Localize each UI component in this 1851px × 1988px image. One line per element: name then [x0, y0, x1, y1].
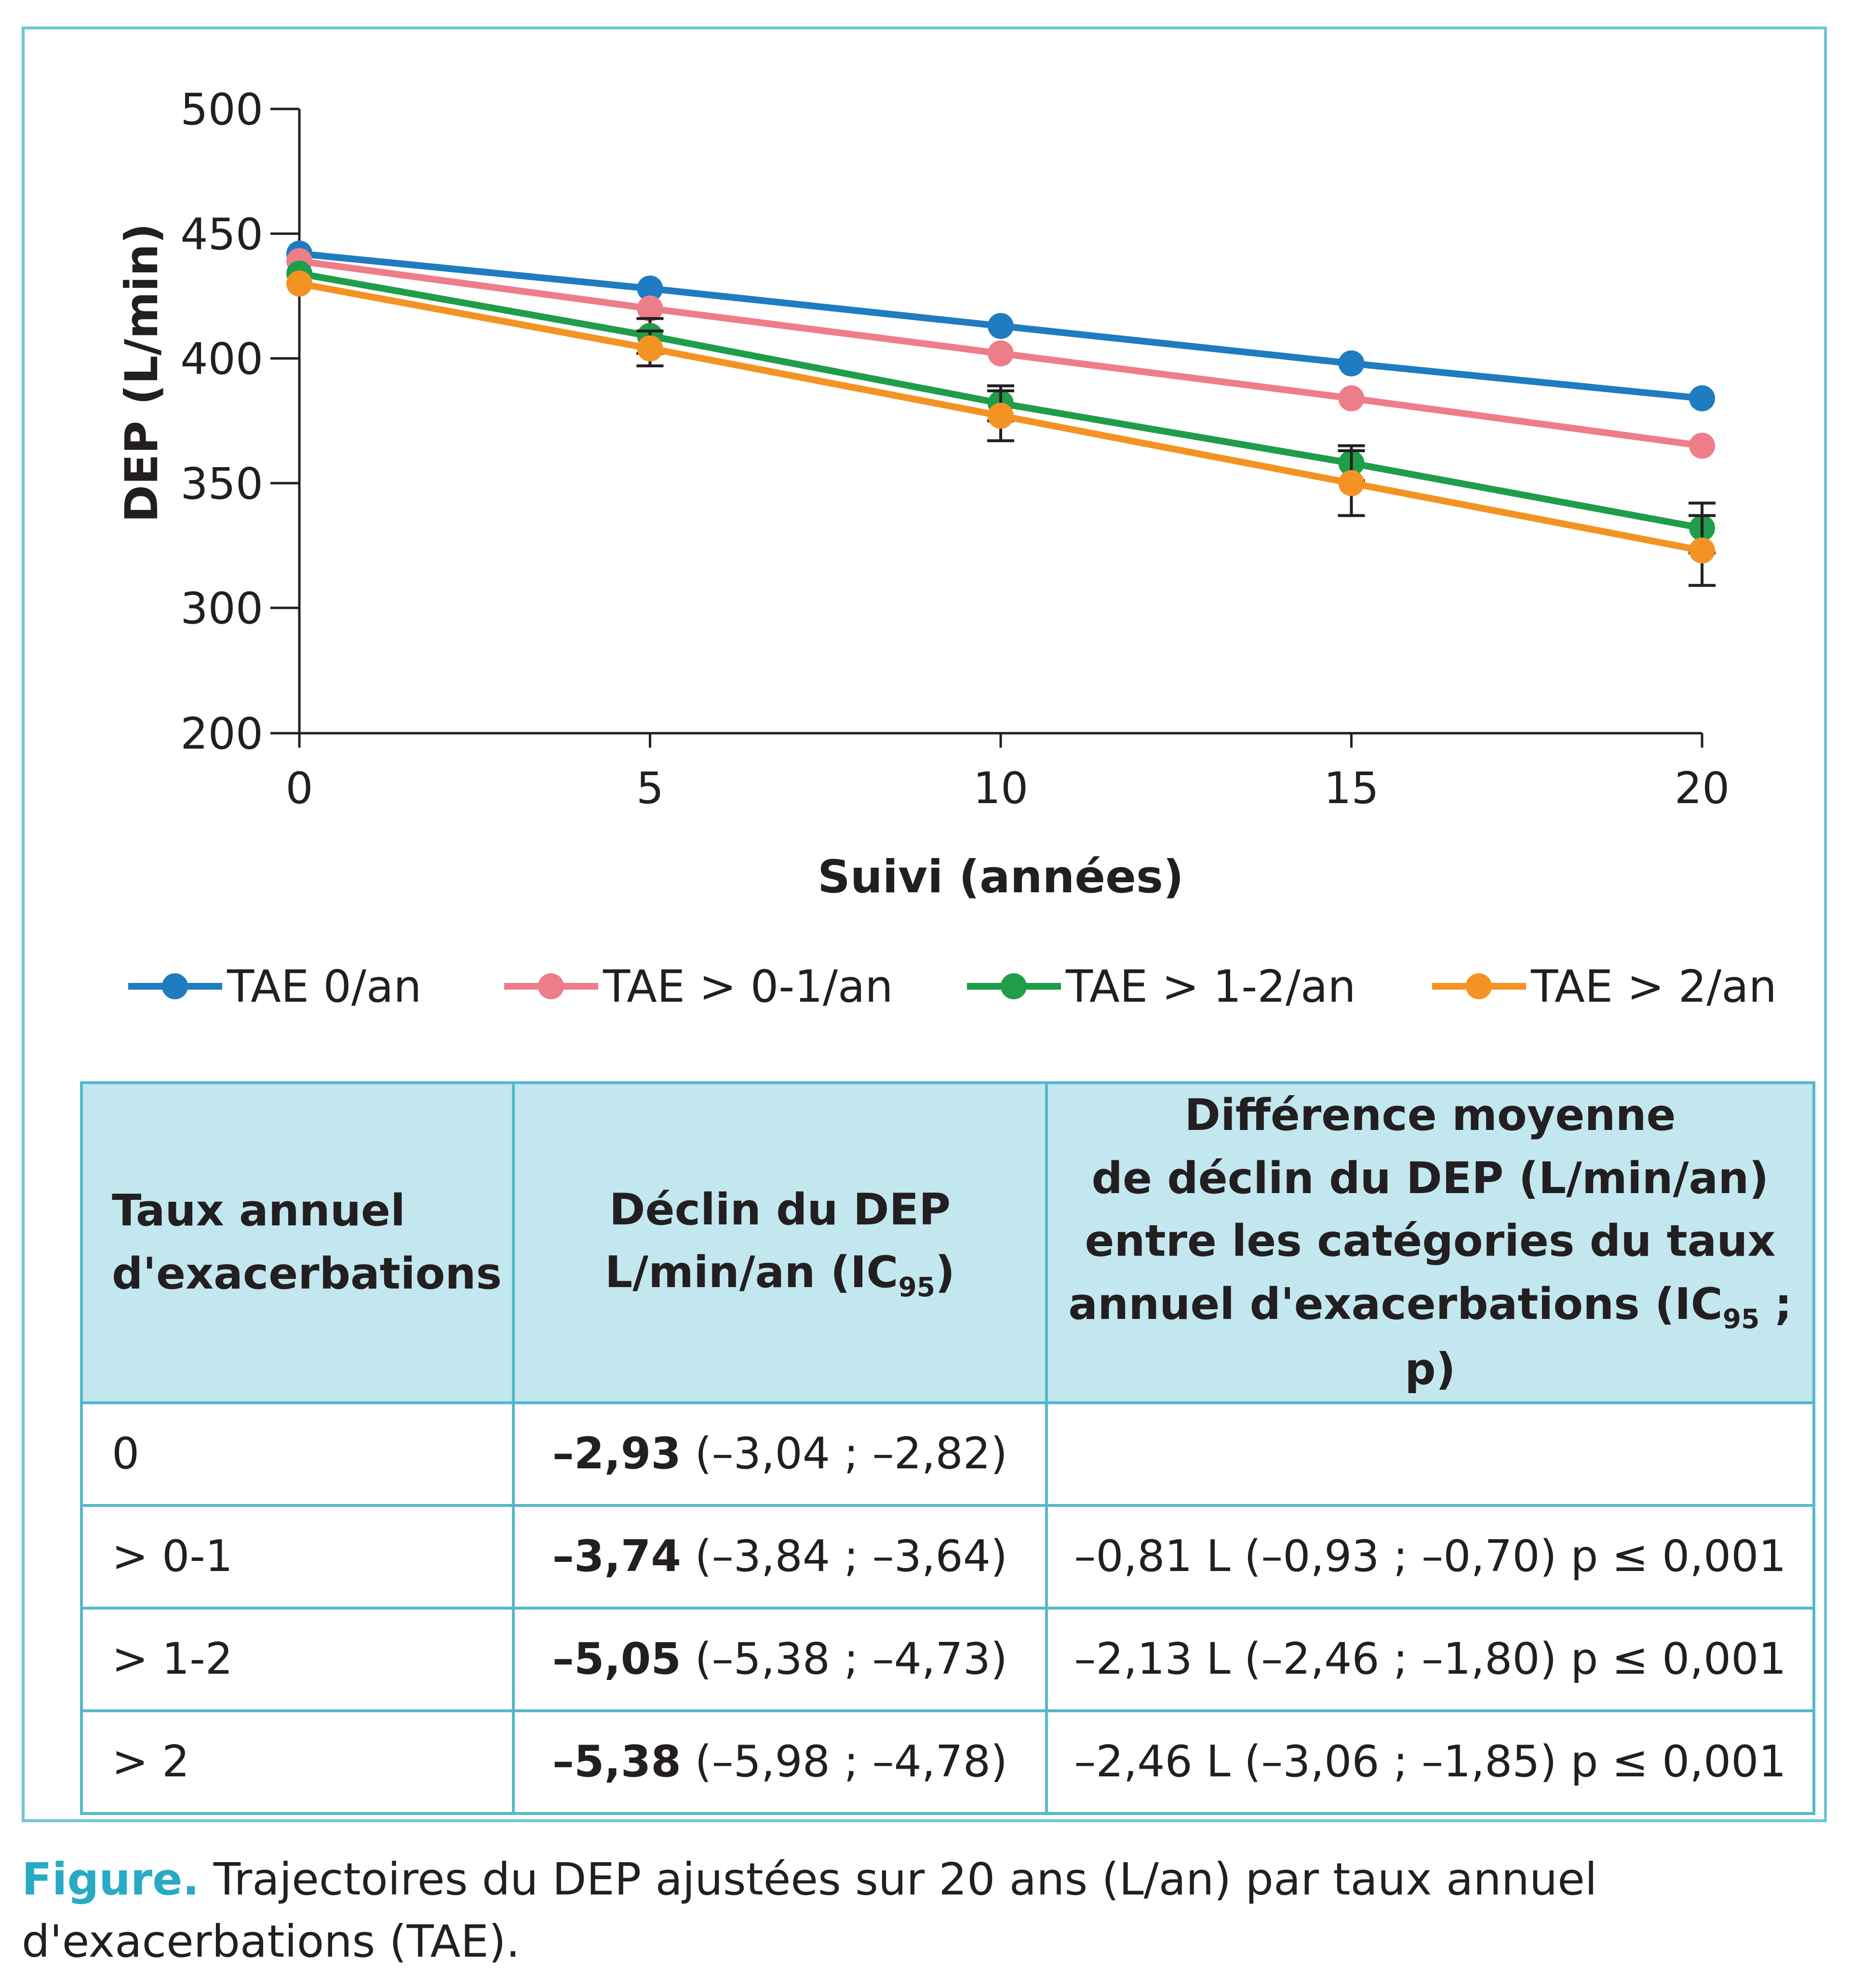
data-point — [286, 270, 312, 297]
data-point — [988, 313, 1014, 339]
cell-rate: 0 — [80, 1401, 515, 1507]
data-point — [637, 275, 663, 302]
x-tick-label: 0 — [285, 763, 313, 814]
series-0 — [286, 241, 1715, 412]
legend-item: TAE > 1-2/an — [967, 961, 1356, 1012]
data-point — [1689, 432, 1715, 459]
legend-marker — [1466, 973, 1492, 999]
table-row: 0 –2,93 (–3,04 ; –2,82) — [80, 1401, 1815, 1507]
caption-label: Figure. — [22, 1854, 200, 1905]
data-point — [988, 403, 1014, 429]
x-tick-label: 15 — [1324, 763, 1379, 814]
legend-item: TAE > 0-1/an — [504, 961, 893, 1012]
header-decline: Déclin du DEP L/min/an (IC95) — [512, 1081, 1048, 1404]
table-row: > 1-2 –5,05 (–5,38 ; –4,73) –2,13 L (–2,… — [80, 1606, 1815, 1712]
y-tick-label: 450 — [180, 209, 263, 260]
cell-decline: –2,93 (–3,04 ; –2,82) — [512, 1401, 1048, 1507]
chart-legend: TAE 0/an TAE > 0-1/an TAE > 1-2/an TAE > 2/… — [128, 961, 1777, 1012]
table-header-row: Taux annuel d'exacerbations Déclin du DE… — [80, 1081, 1815, 1404]
cell-difference — [1045, 1401, 1815, 1507]
line-chart: 200 300 350 400 450 500 0 5 10 15 20 Suivi (années)… — [116, 84, 1777, 1012]
header-rate: Taux annuel d'exacerbations — [80, 1081, 515, 1404]
y-tick-label: 500 — [180, 84, 263, 135]
legend-marker — [1001, 973, 1027, 999]
cell-difference: –2,46 L (–3,06 ; –1,85) p ≤ 0,001 — [1045, 1709, 1815, 1815]
data-point — [1689, 537, 1715, 564]
cell-decline: –5,38 (–5,98 ; –4,78) — [512, 1709, 1048, 1815]
cell-decline: –5,05 (–5,38 ; –4,73) — [512, 1606, 1048, 1712]
legend-marker — [538, 973, 564, 999]
cell-rate: > 0-1 — [80, 1504, 515, 1610]
caption-text: Trajectoires du DEP ajustées sur 20 ans … — [22, 1854, 1597, 1967]
data-point — [637, 296, 663, 322]
x-tick-label: 20 — [1675, 763, 1730, 814]
legend-item: TAE 0/an — [128, 961, 422, 1012]
chart-axes: 200 300 350 400 450 500 0 5 10 15 20 Suivi (années)… — [116, 84, 1730, 903]
legend-marker — [162, 973, 188, 999]
y-tick-label: 300 — [180, 583, 263, 634]
cell-rate: > 1-2 — [80, 1606, 515, 1712]
decline-table: Taux annuel d'exacerbations Déclin du DE… — [80, 1081, 1815, 1815]
cell-difference: –2,13 L (–2,46 ; –1,80) p ≤ 0,001 — [1045, 1606, 1815, 1712]
cell-rate: > 2 — [80, 1709, 515, 1815]
figure-frame: 200 300 350 400 450 500 0 5 10 15 20 Suivi (années)… — [22, 27, 1827, 1822]
table-row: > 2 –5,38 (–5,98 ; –4,78) –2,46 L (–3,06… — [80, 1709, 1815, 1815]
legend-label: TAE > 0-1/an — [603, 961, 893, 1012]
cell-difference: –0,81 L (–0,93 ; –0,70) p ≤ 0,001 — [1045, 1504, 1815, 1610]
data-point — [1338, 385, 1365, 412]
x-tick-label: 10 — [973, 763, 1029, 814]
table-row: > 0-1 –3,74 (–3,84 ; –3,64) –0,81 L (–0,… — [80, 1504, 1815, 1610]
header-difference: Différence moyenne de déclin du DEP (L/m… — [1045, 1081, 1815, 1404]
y-tick-label: 350 — [180, 458, 263, 509]
cell-decline: –3,74 (–3,84 ; –3,64) — [512, 1504, 1048, 1610]
data-point — [1338, 470, 1365, 497]
y-axis-title: DEP (L/min) — [116, 223, 168, 523]
chart-marks — [286, 241, 1716, 587]
data-point — [637, 335, 663, 362]
data-point — [1689, 385, 1715, 412]
legend-label: TAE > 2/an — [1530, 961, 1777, 1012]
figure-caption: Figure. Trajectoires du DEP ajustées sur… — [22, 1849, 1815, 1973]
legend-label: TAE > 1-2/an — [1065, 961, 1356, 1012]
legend-item: TAE > 2/an — [1432, 961, 1777, 1012]
y-tick-label: 200 — [180, 709, 263, 759]
series-3 — [286, 270, 1716, 587]
data-point — [1338, 350, 1365, 376]
legend-label: TAE 0/an — [227, 961, 422, 1012]
y-tick-label: 400 — [180, 334, 263, 385]
x-tick-label: 5 — [636, 763, 664, 814]
data-point — [988, 340, 1014, 367]
x-axis-title: Suivi (années) — [818, 851, 1184, 903]
